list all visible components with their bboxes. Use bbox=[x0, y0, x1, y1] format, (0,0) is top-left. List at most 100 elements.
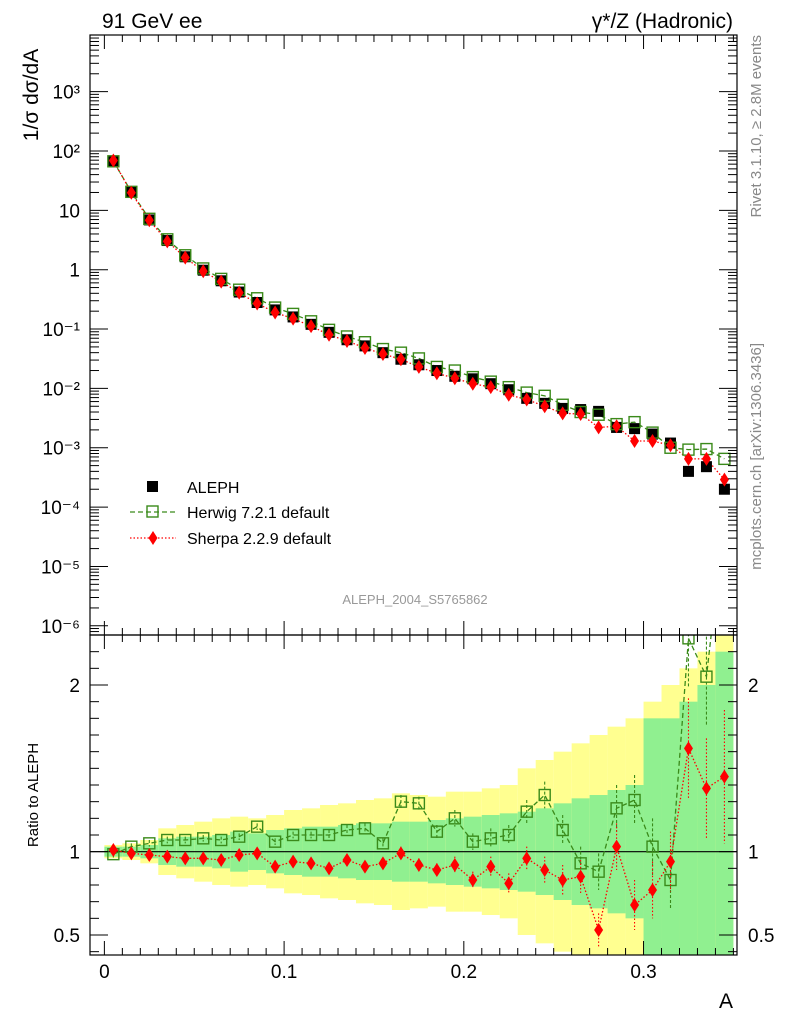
ratio-y-tick-label-right: 0.5 bbox=[748, 926, 774, 947]
sherpa-point bbox=[468, 376, 478, 391]
sherpa-ratio-point bbox=[216, 853, 226, 867]
sherpa-ratio-point bbox=[540, 863, 550, 877]
y-tick-label: 10⁻¹ bbox=[43, 320, 81, 341]
ratio-y-tick-label-right: 2 bbox=[748, 676, 759, 697]
side-label-upper: Rivet 3.1.10, ≥ 2.8M events bbox=[748, 35, 765, 218]
herwig-ratio-point bbox=[574, 857, 587, 870]
ratio-band-inner bbox=[643, 718, 662, 955]
y-tick-label: 10⁻² bbox=[43, 379, 81, 400]
sherpa-point bbox=[701, 451, 711, 466]
legend-marker-aleph bbox=[147, 481, 158, 492]
herwig-ratio-point bbox=[719, 513, 730, 524]
sherpa-point bbox=[216, 274, 226, 289]
herwig-ratio-point bbox=[466, 835, 480, 848]
herwig-ratio-point bbox=[682, 635, 695, 645]
analysis-label: ALEPH_2004_S5765862 bbox=[342, 592, 487, 607]
sherpa-ratio-point bbox=[683, 741, 693, 756]
sherpa-point bbox=[683, 451, 693, 466]
sherpa-ratio-point bbox=[666, 854, 676, 869]
side-label-lower: mcplots.cern.ch [arXiv:1306.3436] bbox=[748, 343, 765, 570]
herwig-ratio-point bbox=[556, 823, 569, 837]
ratio-y-tick-label: 2 bbox=[69, 676, 80, 697]
sherpa-point bbox=[288, 311, 298, 326]
aleph-point bbox=[593, 405, 605, 417]
y-axis-label: 1/σ dσ/dA bbox=[20, 49, 43, 141]
herwig-point bbox=[592, 408, 605, 421]
sherpa-ratio-point bbox=[701, 781, 711, 796]
sherpa-ratio-point bbox=[144, 848, 154, 862]
legend-label-aleph: ALEPH bbox=[187, 480, 239, 497]
sherpa-point bbox=[252, 296, 262, 311]
sherpa-ratio-point bbox=[414, 858, 424, 872]
sherpa-point bbox=[540, 399, 550, 414]
sherpa-point bbox=[144, 213, 154, 228]
herwig-ratio-point bbox=[628, 793, 641, 807]
x-tick-label: 0.2 bbox=[451, 962, 477, 983]
x-tick-label: 0.1 bbox=[271, 962, 297, 983]
ratio-y-tick-label: 1 bbox=[69, 843, 80, 864]
sherpa-point bbox=[360, 340, 370, 355]
aleph-point bbox=[682, 465, 694, 477]
sherpa-ratio-point bbox=[324, 861, 334, 876]
y-tick-label: 10⁻⁶ bbox=[41, 617, 80, 638]
y-tick-label: 10² bbox=[53, 142, 80, 163]
sherpa-point bbox=[666, 438, 676, 453]
sherpa-point bbox=[234, 285, 244, 300]
herwig-ratio-point bbox=[286, 828, 300, 842]
sherpa-ratio-point bbox=[396, 846, 406, 861]
herwig-ratio-point bbox=[214, 833, 228, 847]
sherpa-point bbox=[324, 327, 334, 342]
sherpa-ratio-point bbox=[522, 851, 532, 866]
sherpa-ratio-point bbox=[486, 859, 496, 874]
sherpa-ratio-point bbox=[648, 883, 658, 897]
legend-label-herwig: Herwig 7.2.1 default bbox=[187, 505, 330, 522]
sherpa-ratio-point bbox=[180, 851, 190, 866]
sherpa-point bbox=[719, 472, 729, 487]
herwig-ratio-point bbox=[268, 835, 282, 848]
sherpa-point bbox=[270, 305, 280, 320]
ratio-y-axis-label: Ratio to ALEPH bbox=[25, 743, 42, 847]
sherpa-point bbox=[396, 352, 406, 367]
legend-marker-sherpa bbox=[148, 531, 158, 545]
aleph-point bbox=[718, 483, 730, 495]
ratio-clipped-group bbox=[107, 513, 730, 947]
ratio-panel-frame bbox=[89, 634, 738, 956]
sherpa-point bbox=[432, 366, 442, 381]
x-tick-label: 0.3 bbox=[630, 962, 656, 983]
ratio-series bbox=[107, 513, 730, 947]
sherpa-ratio-point bbox=[504, 876, 514, 891]
sherpa-ratio-point bbox=[108, 843, 118, 857]
sherpa-ratio-point bbox=[378, 856, 388, 871]
axes: 0 0.1 0.2 0.3 10⁻⁶ 10⁻⁵ 10⁻⁴ 10⁻³ 10⁻² 10⁻¹ 1 10 10²… bbox=[41, 34, 774, 983]
x-axis-label: A bbox=[719, 990, 733, 1013]
sherpa-ratio-point bbox=[126, 846, 136, 861]
sherpa-ratio-point bbox=[288, 854, 298, 869]
sherpa-point bbox=[414, 359, 424, 374]
y-tick-label: 10 bbox=[59, 201, 80, 222]
herwig-ratio-point bbox=[484, 832, 497, 845]
ratio-y-tick-label: 0.5 bbox=[54, 926, 80, 947]
sherpa-ratio-point bbox=[612, 839, 622, 854]
sherpa-ratio-point bbox=[342, 853, 352, 867]
sherpa-point bbox=[612, 419, 622, 434]
main-series bbox=[107, 153, 731, 495]
sherpa-point bbox=[594, 420, 604, 435]
sherpa-point bbox=[558, 406, 568, 421]
sherpa-ratio-point bbox=[630, 898, 640, 912]
herwig-ratio-point bbox=[592, 865, 605, 878]
top-left-label: 91 GeV ee bbox=[102, 10, 202, 33]
sherpa-ratio-point bbox=[234, 848, 244, 862]
herwig-ratio-point bbox=[502, 828, 515, 842]
legend-marker-herwig bbox=[146, 505, 159, 518]
sherpa-point bbox=[630, 433, 640, 448]
sherpa-point bbox=[108, 153, 118, 168]
aleph-point bbox=[700, 461, 712, 473]
aleph-point bbox=[629, 423, 641, 435]
herwig-ratio-point bbox=[394, 795, 408, 808]
herwig-line bbox=[112, 160, 725, 460]
x-tick-label: 0 bbox=[99, 962, 110, 983]
sherpa-point bbox=[576, 407, 586, 422]
herwig-ratio-point bbox=[358, 822, 372, 835]
sherpa-point bbox=[486, 380, 496, 395]
sherpa-ratio-point bbox=[252, 846, 262, 861]
